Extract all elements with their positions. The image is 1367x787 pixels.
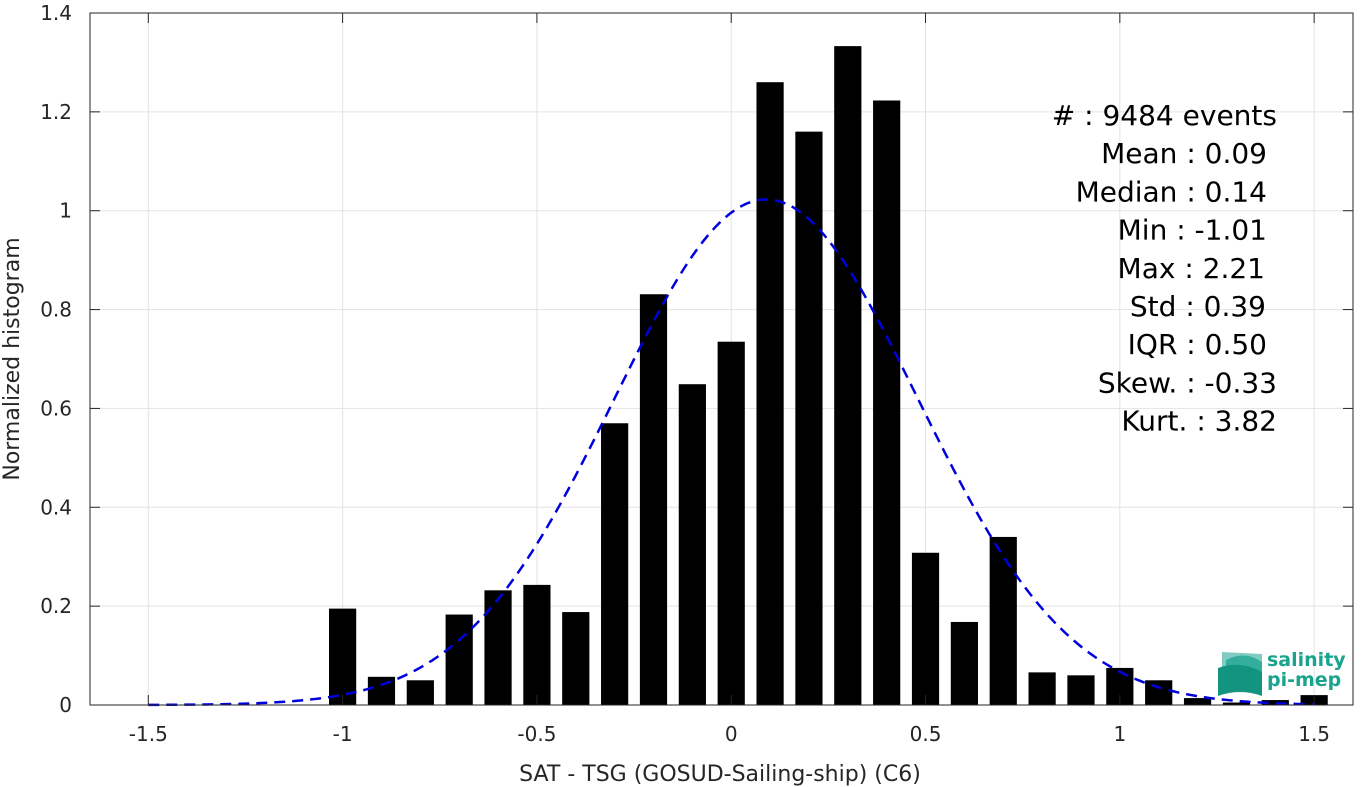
bar bbox=[834, 46, 862, 706]
y-tick-label: 0.2 bbox=[40, 594, 72, 618]
x-tick-label: 0 bbox=[725, 722, 738, 746]
x-tick-labels: -1.5 -1 -0.5 0 0.5 1 1.5 bbox=[129, 722, 1330, 746]
y-tick-labels: 0 0.2 0.4 0.6 0.8 1 1.2 1.4 bbox=[40, 1, 72, 717]
logo-line2: pi-mep bbox=[1267, 669, 1341, 691]
stat-line: Min : -1.01 bbox=[1118, 214, 1267, 247]
x-axis-label: SAT - TSG (GOSUD-Sailing-ship) (C6) bbox=[519, 762, 921, 787]
x-tick-label: 1.5 bbox=[1298, 722, 1330, 746]
y-tick-label: 1 bbox=[59, 199, 72, 223]
bar bbox=[406, 680, 434, 705]
stat-line: IQR : 0.50 bbox=[1128, 328, 1267, 361]
bar bbox=[795, 131, 823, 706]
y-tick-label: 0.8 bbox=[40, 298, 72, 322]
stat-line: Kurt. : 3.82 bbox=[1121, 405, 1277, 438]
stat-line: Max : 2.21 bbox=[1118, 252, 1265, 285]
bar bbox=[678, 384, 706, 705]
bar bbox=[367, 676, 396, 705]
bar bbox=[523, 584, 551, 705]
stat-line: Median : 0.14 bbox=[1076, 175, 1267, 208]
logo-mark-icon bbox=[1218, 652, 1262, 696]
plot-frame bbox=[89, 12, 1354, 706]
bar bbox=[1261, 700, 1289, 705]
fit-curve-line bbox=[148, 198, 1315, 707]
y-tick-label: 0.4 bbox=[40, 495, 72, 519]
bar bbox=[1222, 702, 1251, 705]
gaussian-fit bbox=[148, 198, 1315, 707]
grid-lines bbox=[90, 12, 1353, 706]
x-tick-label: -1 bbox=[333, 722, 353, 746]
y-tick-label: 0.6 bbox=[40, 396, 72, 420]
x-tick-label: -0.5 bbox=[517, 722, 556, 746]
bar bbox=[445, 614, 473, 705]
bar bbox=[950, 621, 978, 705]
axes bbox=[89, 12, 1354, 706]
bar bbox=[911, 552, 940, 705]
stat-line: # : 9484 events bbox=[1052, 99, 1277, 132]
y-tick-label: 0 bbox=[59, 693, 72, 717]
bar bbox=[1145, 680, 1173, 705]
stat-line: Skew. : -0.33 bbox=[1098, 366, 1277, 399]
y-tick-label: 1.2 bbox=[40, 100, 72, 124]
bar bbox=[562, 612, 590, 705]
bar bbox=[1028, 672, 1056, 705]
x-tick-label: 0.5 bbox=[910, 722, 942, 746]
bar bbox=[1067, 675, 1095, 705]
bar bbox=[989, 536, 1017, 705]
bar bbox=[484, 590, 512, 705]
histogram-bars bbox=[328, 46, 1328, 706]
bar bbox=[873, 100, 901, 705]
x-tick-label: -1.5 bbox=[129, 722, 168, 746]
y-axis-label: Normalized histogram bbox=[0, 237, 25, 480]
y-tick-label: 1.4 bbox=[40, 1, 72, 25]
stat-line: Std : 0.39 bbox=[1130, 290, 1266, 323]
bar bbox=[601, 423, 629, 705]
bar bbox=[1183, 698, 1212, 705]
logo-line1: salinity bbox=[1267, 649, 1346, 671]
bar bbox=[328, 608, 357, 705]
salinity-pi-mep-logo: salinity pi-mep bbox=[1218, 649, 1346, 696]
stat-line: Mean : 0.09 bbox=[1101, 137, 1267, 170]
bar bbox=[639, 294, 668, 705]
statistics-box: # : 9484 events Mean : 0.09 Median : 0.14 M… bbox=[1052, 99, 1277, 438]
x-tick-label: 1 bbox=[1113, 722, 1126, 746]
bar bbox=[717, 341, 745, 705]
bar bbox=[756, 82, 784, 705]
